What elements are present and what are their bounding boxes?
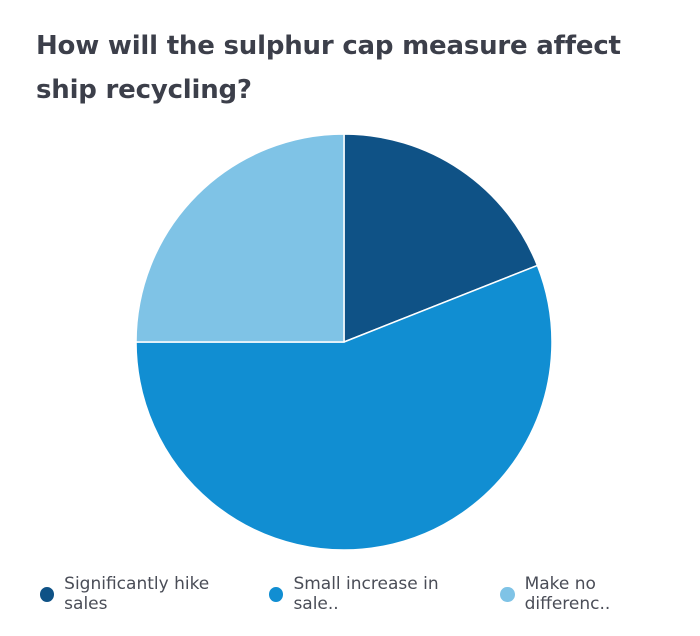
legend-swatch-icon — [269, 586, 284, 602]
pie-slice-significantly-hike-sales[interactable] — [343, 133, 539, 344]
legend: Significantly hike sales Small increase … — [40, 574, 700, 614]
legend-label: Make no differenc.. — [524, 574, 611, 614]
legend-item-make-no-difference[interactable]: Make no differenc.. — [500, 574, 678, 614]
legend-label: Small increase in sale.. — [293, 574, 439, 614]
pie-slice-make-no-difference[interactable] — [135, 133, 345, 343]
legend-label: Significantly hike sales — [64, 574, 210, 614]
legend-swatch-icon — [40, 586, 55, 602]
legend-item-significantly-hike-sales[interactable]: Significantly hike sales — [40, 574, 247, 614]
legend-item-small-increase-in-sales[interactable]: Small increase in sale.. — [269, 574, 478, 614]
pie-slice-small-increase-in-sales[interactable] — [135, 264, 553, 551]
legend-swatch-icon — [500, 586, 515, 602]
chart-title: How will the sulphur cap measure affect … — [36, 31, 621, 105]
